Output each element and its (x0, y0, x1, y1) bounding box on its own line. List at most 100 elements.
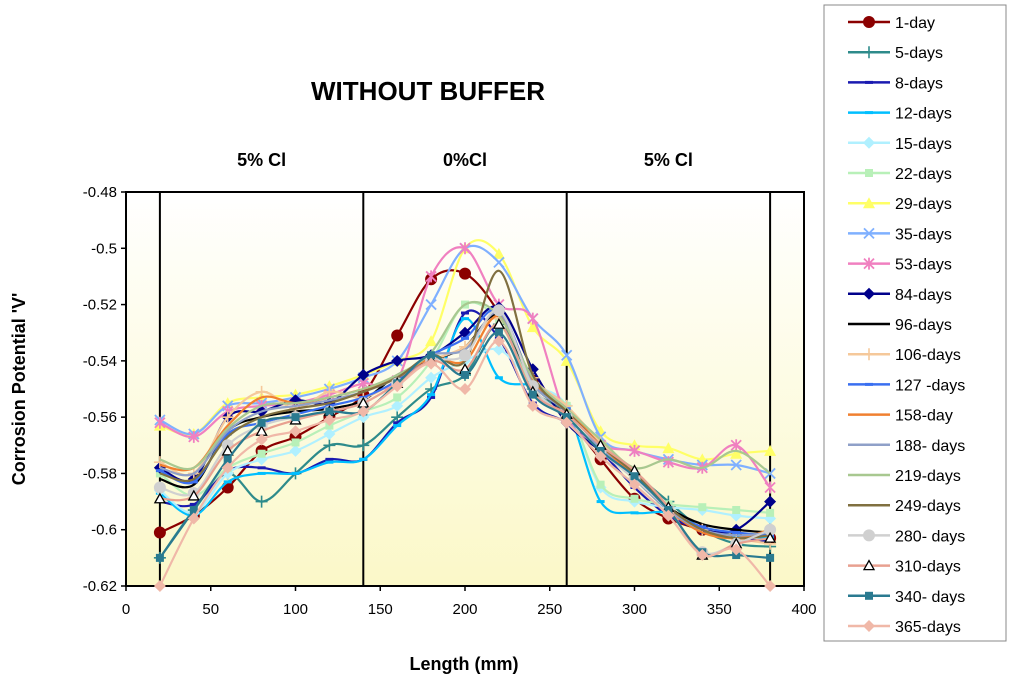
y-tick-label: -0.62 (83, 578, 117, 595)
legend-marker (862, 559, 876, 571)
data-point (730, 459, 742, 471)
legend-marker (863, 348, 875, 361)
data-point (223, 455, 232, 464)
legend-item: 310-days (848, 559, 961, 576)
data-point (155, 553, 164, 562)
data-point (492, 317, 506, 329)
data-point (323, 385, 336, 398)
legend-label: 106-days (895, 347, 961, 364)
data-point (323, 439, 336, 452)
data-point (630, 472, 639, 481)
data-point (427, 395, 436, 399)
data-point (291, 438, 300, 447)
data-point (357, 405, 370, 418)
data-point (188, 430, 200, 443)
legend-label: 84-days (895, 287, 952, 304)
data-point (459, 383, 471, 395)
y-tick-label: -0.58 (83, 465, 117, 482)
data-point (153, 481, 166, 494)
data-point (763, 531, 777, 543)
data-point (155, 469, 164, 473)
data-point (596, 480, 605, 489)
data-point (153, 580, 166, 592)
y-tick-label: -0.54 (83, 353, 117, 370)
legend-marker (865, 382, 873, 386)
data-point (662, 509, 675, 522)
legend-label: 35-days (895, 226, 952, 243)
legend-item: 127 -days (848, 377, 965, 394)
legend-marker (865, 80, 873, 84)
legend-item: 365-days (848, 619, 961, 636)
data-point (764, 495, 777, 508)
legend-item: 35-days (848, 226, 952, 243)
data-point (527, 312, 539, 325)
data-point (696, 549, 709, 562)
legend-label: 365-days (895, 619, 961, 636)
legend-label: 310-days (895, 559, 961, 576)
legend-item: 158-day (848, 408, 953, 425)
data-point (730, 447, 743, 459)
data-point (560, 416, 573, 429)
data-point (492, 304, 505, 317)
legend-label: 12-days (895, 106, 952, 123)
y-tick-label: -0.5 (91, 240, 117, 257)
data-point (764, 481, 776, 494)
data-point (221, 411, 234, 424)
data-point (698, 525, 707, 529)
zone-label: 0%Cl (443, 150, 487, 170)
legend-item: 8-days (848, 75, 943, 92)
data-point (257, 466, 266, 470)
x-tick-label: 300 (622, 601, 647, 618)
chart-title: WITHOUT BUFFER (311, 76, 545, 106)
data-point (223, 432, 232, 436)
legend-marker (863, 529, 875, 542)
data-point (221, 444, 234, 456)
data-point (461, 317, 469, 321)
legend-item: 29-days (848, 196, 952, 213)
data-point (359, 457, 368, 461)
legend-marker (865, 591, 873, 600)
legend-marker (863, 197, 875, 209)
data-point (461, 370, 469, 379)
data-point (323, 413, 336, 426)
data-point (526, 399, 539, 412)
data-point (425, 298, 437, 311)
data-point (391, 399, 404, 412)
data-point (628, 444, 641, 457)
legend-label: 8-days (895, 75, 943, 92)
legend-item: 1-day (848, 15, 935, 32)
data-point (493, 256, 505, 268)
legend-marker (865, 169, 873, 177)
data-point (425, 335, 438, 347)
legend-label: 5-days (895, 45, 943, 62)
legend-label: 15-days (895, 136, 952, 153)
data-point (494, 376, 503, 380)
y-tick-label: -0.48 (83, 184, 117, 201)
data-point (628, 478, 641, 491)
data-point (391, 354, 404, 367)
legend-marker (863, 287, 875, 300)
legend-marker (865, 111, 873, 115)
legend-label: 158-day (895, 408, 953, 425)
legend-item: 22-days (848, 166, 952, 183)
data-point (732, 506, 741, 515)
legend-label: 280- days (895, 528, 965, 545)
legend-item: 96-days (848, 317, 952, 334)
data-point (630, 511, 639, 515)
data-point (325, 457, 334, 461)
x-tick-label: 350 (707, 601, 732, 618)
data-point (461, 311, 469, 315)
data-point (187, 512, 200, 525)
data-point (427, 393, 436, 397)
data-point (764, 444, 777, 456)
legend-label: 340- days (895, 589, 965, 606)
data-point (425, 357, 438, 370)
data-point (391, 411, 404, 424)
data-point (393, 424, 402, 428)
data-point (291, 413, 300, 422)
data-point (630, 494, 639, 503)
data-point (425, 270, 437, 283)
zone-label: 5% Cl (644, 150, 693, 170)
data-point (764, 580, 777, 592)
data-point (561, 349, 573, 361)
